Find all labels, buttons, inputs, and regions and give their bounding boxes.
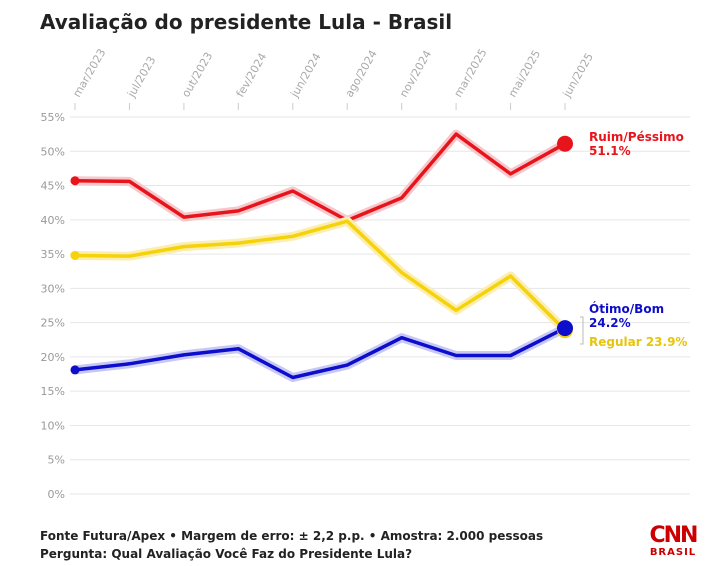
y-tick-label: 15%: [41, 385, 65, 398]
x-tick-label: ago/2024: [343, 48, 380, 100]
x-tick-label: nov/2024: [397, 48, 434, 99]
x-tick-label: mar/2025: [451, 47, 489, 100]
x-tick-label: jun/2025: [560, 51, 596, 101]
logo-brand: CNN: [649, 523, 699, 548]
y-tick-label: 5%: [48, 454, 65, 467]
x-tick-label: jul/2023: [124, 54, 158, 100]
series-glow: [70, 216, 570, 335]
series-end-point: [557, 135, 573, 152]
x-tick-label: mai/2025: [506, 48, 543, 100]
series-end-label: Regular 23.9%: [589, 335, 687, 349]
logo-sub: BRASIL: [649, 547, 697, 558]
gridlines: [70, 116, 690, 495]
series-line: [73, 219, 567, 332]
series-start-point: [70, 250, 80, 260]
x-tick-label: mar/2023: [70, 47, 108, 100]
x-axis-ticks: mar/2023 jul/2023 out/2023 fev/2024 jun/2024…: [70, 47, 596, 110]
x-tick-label: jun/2024: [288, 51, 324, 101]
y-tick-label: 50%: [41, 145, 65, 158]
y-tick-label: 10%: [41, 419, 65, 432]
line-chart: 0% 5% 10% 15% 20% 25% 30% 35% 40% 45% 50% 55% mar/2…: [41, 47, 690, 501]
series-start-point: [70, 365, 80, 375]
series-end-value-label: 24.2%: [589, 316, 631, 330]
y-tick-label: 0%: [48, 488, 65, 501]
chart-title: Avaliação do presidente Lula - Brasil: [40, 10, 453, 34]
y-tick-label: 30%: [41, 282, 65, 295]
cnn-brasil-logo: CNN BRASIL: [645, 525, 701, 561]
y-tick-label: 55%: [41, 111, 65, 124]
y-tick-label: 25%: [41, 317, 65, 330]
y-tick-label: 20%: [41, 351, 65, 364]
y-tick-label: 40%: [41, 214, 65, 227]
y-tick-label: 45%: [41, 180, 65, 193]
series-lines: [70, 129, 573, 382]
series-end-point: [557, 320, 573, 337]
series-start-point: [70, 176, 80, 186]
label-connector: [580, 316, 584, 345]
series-line: [73, 326, 567, 380]
series-end-value-label: 51.1%: [589, 144, 631, 158]
x-tick-label: fev/2024: [234, 51, 270, 100]
footer-source: Fonte Futura/Apex • Margem de erro: ± 2,…: [40, 529, 544, 543]
x-tick-label: out/2023: [179, 50, 215, 100]
y-axis-ticks: 0% 5% 10% 15% 20% 25% 30% 35% 40% 45% 50% 55%: [41, 111, 65, 501]
series-line: [73, 132, 567, 223]
series-end-label: Ótimo/Bom: [589, 301, 664, 316]
y-tick-label: 35%: [41, 248, 65, 261]
footer-question: Pergunta: Qual Avaliação Você Faz do Pre…: [40, 547, 413, 561]
series-end-label: Ruim/Péssimo: [589, 130, 684, 144]
